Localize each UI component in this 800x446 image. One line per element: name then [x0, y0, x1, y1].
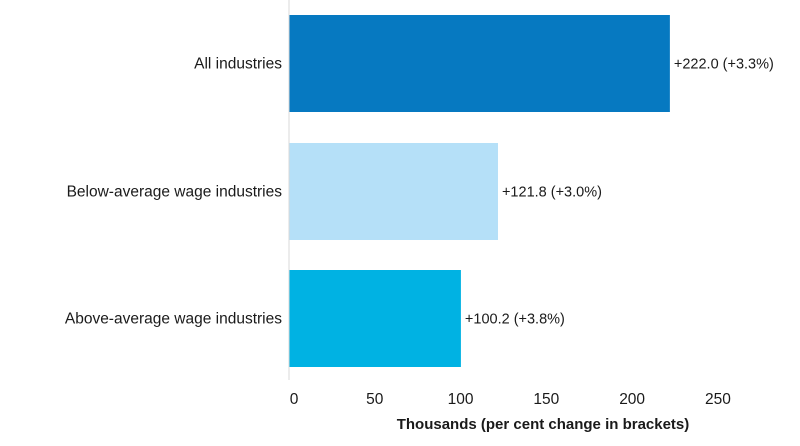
x-tick-label-50: 50 — [366, 391, 384, 408]
data-labels: +222.0 (+3.3%) +121.8 (+3.0%) +100.2 (+3.8… — [465, 57, 774, 328]
category-label-all-industries: All industries — [194, 56, 282, 73]
x-tick-label-150: 150 — [533, 391, 559, 408]
x-tick-label-0: 0 — [290, 391, 299, 408]
x-axis-ticks: 0 50 100 150 200 250 — [290, 391, 732, 408]
data-label-above-average-wage-industries: +100.2 (+3.8%) — [465, 312, 565, 328]
category-label-below-average-wage-industries: Below-average wage industries — [67, 184, 283, 201]
bar-above-average-wage-industries — [289, 270, 461, 367]
category-label-above-average-wage-industries: Above-average wage industries — [65, 311, 282, 328]
data-label-all-industries: +222.0 (+3.3%) — [674, 57, 774, 73]
x-tick-label-250: 250 — [705, 391, 731, 408]
bars-group — [289, 15, 670, 367]
x-axis-title: Thousands (per cent change in brackets) — [397, 416, 690, 433]
x-tick-label-100: 100 — [448, 391, 474, 408]
data-label-below-average-wage-industries: +121.8 (+3.0%) — [502, 185, 602, 201]
bar-all-industries — [289, 15, 670, 112]
x-tick-label-200: 200 — [619, 391, 645, 408]
category-labels: All industries Below-average wage industr… — [65, 56, 282, 328]
bar-below-average-wage-industries — [289, 143, 498, 240]
